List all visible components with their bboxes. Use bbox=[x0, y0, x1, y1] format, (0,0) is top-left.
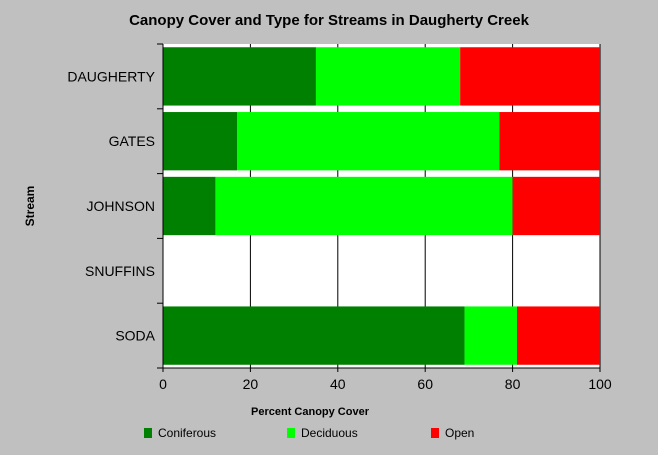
y-axis-title: Stream bbox=[23, 186, 37, 227]
legend-item-open: Open bbox=[431, 426, 474, 440]
x-axis-title: Percent Canopy Cover bbox=[251, 406, 369, 418]
y-tick-label-daugherty: DAUGHERTY bbox=[67, 68, 155, 84]
bar-daugherty-coniferous bbox=[163, 47, 316, 106]
bar-johnson-open bbox=[512, 176, 600, 236]
bar-johnson-coniferous bbox=[163, 176, 216, 236]
legend-swatch-deciduous bbox=[287, 428, 295, 438]
legend-label-deciduous: Deciduous bbox=[301, 426, 358, 440]
x-tick-label-100: 100 bbox=[588, 376, 612, 392]
bar-gates-coniferous bbox=[163, 112, 238, 171]
x-tick-label-40: 40 bbox=[330, 376, 346, 392]
chart-title: Canopy Cover and Type for Streams in Dau… bbox=[129, 12, 529, 29]
legend-swatch-coniferous bbox=[144, 428, 152, 438]
bar-soda-coniferous bbox=[163, 306, 465, 365]
x-tick-label-20: 20 bbox=[243, 376, 259, 392]
legend-swatch-open bbox=[431, 428, 439, 438]
legend-label-coniferous: Coniferous bbox=[158, 426, 217, 440]
legend-item-coniferous: Coniferous bbox=[144, 426, 216, 440]
bar-daugherty-open bbox=[460, 47, 600, 106]
legend-label-open: Open bbox=[445, 426, 475, 440]
legend: Coniferous Deciduous Open bbox=[0, 426, 658, 444]
y-tick-label-soda: SODA bbox=[115, 328, 155, 344]
bar-gates-open bbox=[499, 112, 600, 171]
bar-soda-deciduous bbox=[464, 306, 517, 365]
x-tick-label-0: 0 bbox=[159, 376, 167, 392]
bar-soda-open bbox=[516, 306, 600, 365]
x-tick-label-80: 80 bbox=[505, 376, 521, 392]
y-tick-label-gates: GATES bbox=[109, 133, 155, 149]
bar-johnson-deciduous bbox=[215, 176, 513, 236]
x-tick-label-60: 60 bbox=[417, 376, 433, 392]
y-tick-label-snuffins: SNUFFINS bbox=[85, 263, 155, 279]
bar-daugherty-deciduous bbox=[315, 47, 461, 106]
y-tick-label-johnson: JOHNSON bbox=[87, 198, 155, 214]
bar-gates-deciduous bbox=[237, 112, 500, 171]
legend-item-deciduous: Deciduous bbox=[287, 426, 358, 440]
